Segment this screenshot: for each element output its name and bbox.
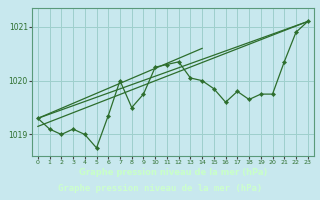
X-axis label: Graphe pression niveau de la mer (hPa): Graphe pression niveau de la mer (hPa) [79, 168, 267, 177]
Text: Graphe pression niveau de la mer (hPa): Graphe pression niveau de la mer (hPa) [58, 184, 262, 193]
